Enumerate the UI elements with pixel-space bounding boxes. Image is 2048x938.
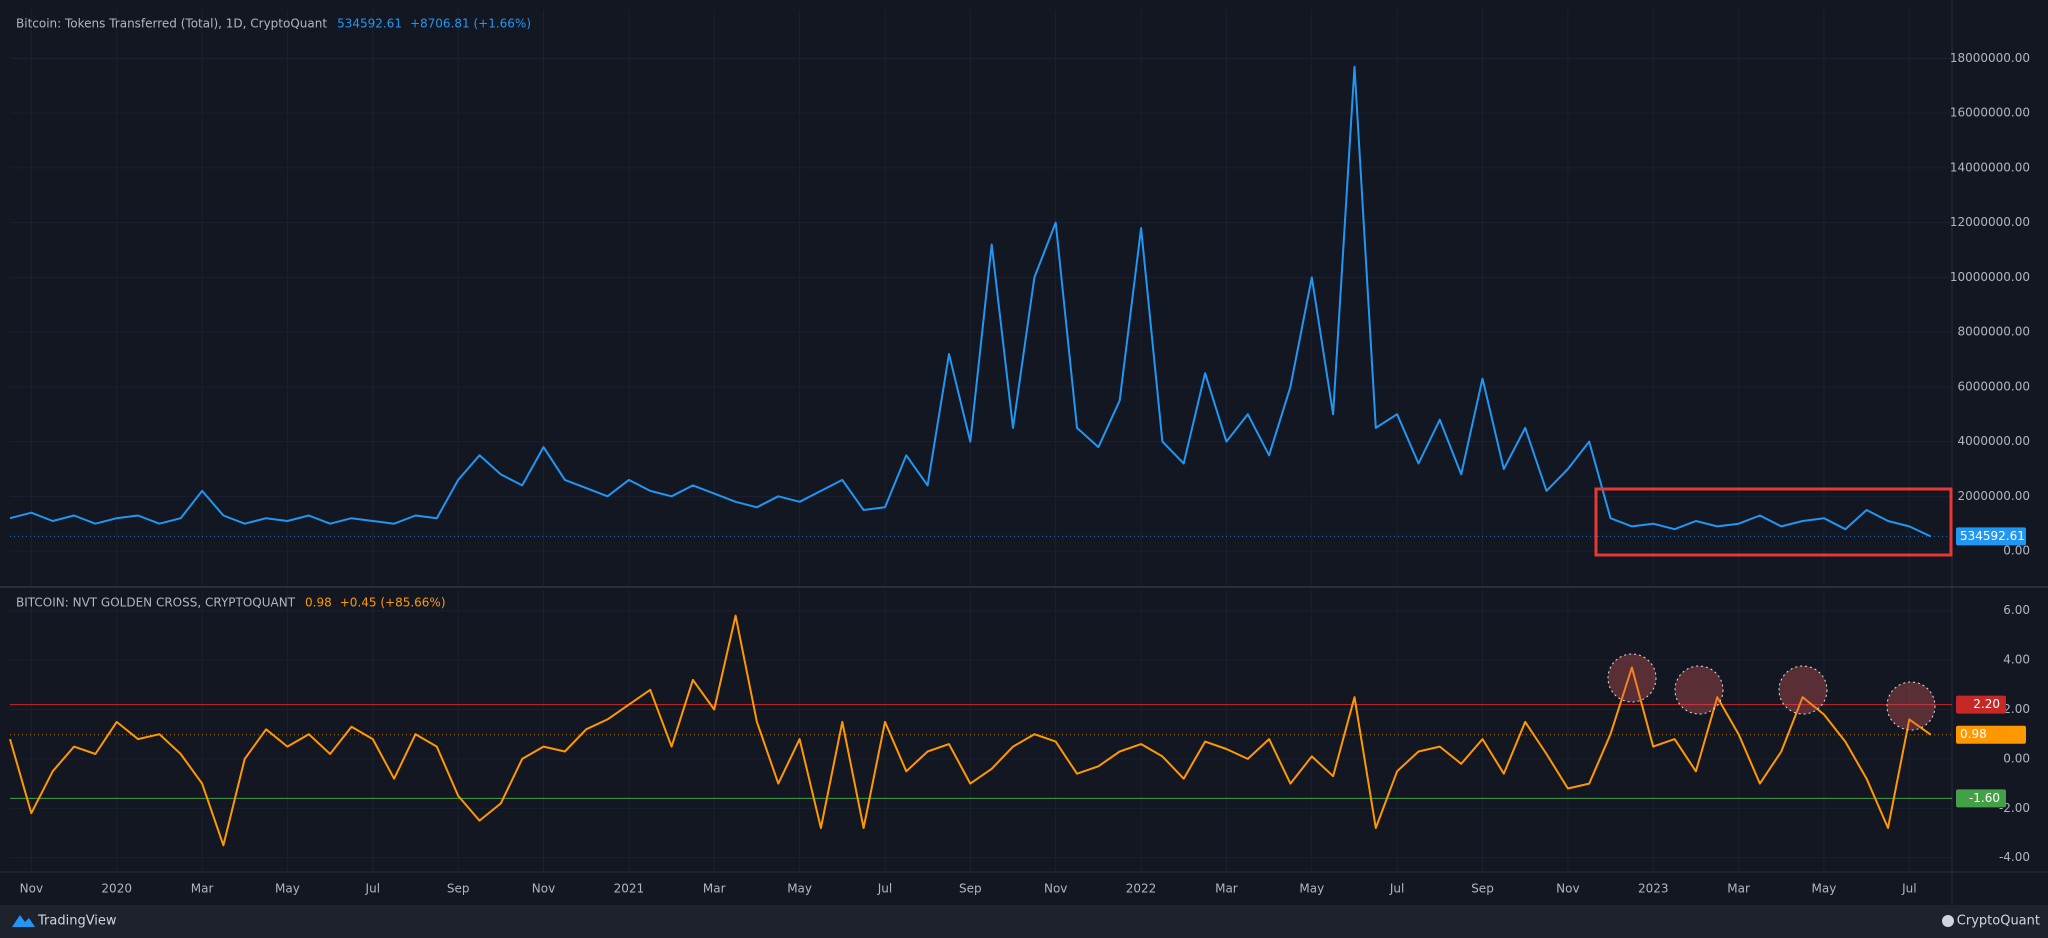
logo-icon: [1942, 915, 1954, 927]
highlight-box: [1594, 487, 1953, 557]
peak-circle: [1607, 653, 1657, 703]
x-tick-label: May: [787, 882, 812, 896]
x-tick-label: Mar: [1727, 882, 1750, 896]
y-tick-label: 6000000.00: [1957, 379, 2030, 393]
peak-circle: [1674, 665, 1724, 715]
x-tick-label: Jul: [365, 882, 380, 896]
header-value: 534592.61: [337, 17, 402, 31]
x-tick-label: Nov: [532, 882, 555, 896]
y-tick-label: 10000000.00: [1950, 270, 2030, 284]
x-tick-label: Sep: [959, 882, 982, 896]
last-value-badge: [1956, 527, 2026, 546]
series-line: [9, 614, 1932, 847]
reference-label: -1.60: [1969, 791, 2000, 805]
x-tick-label: 2022: [1126, 882, 1157, 896]
y-tick-label: 2000000.00: [1957, 489, 2030, 503]
x-tick-label: Mar: [703, 882, 726, 896]
y-tick-label: 2.00: [2003, 702, 2030, 716]
reference-badge: [1956, 695, 2006, 714]
x-tick-label: Nov: [20, 882, 43, 896]
peak-circle: [1778, 665, 1828, 715]
x-tick-label: Mar: [191, 882, 214, 896]
y-tick-label: 6.00: [2003, 603, 2030, 617]
panel-title: BITCOIN: NVT GOLDEN CROSS, CRYPTOQUANT: [16, 596, 296, 610]
y-tick-label: 12000000.00: [1950, 215, 2030, 229]
cryptoquant-logo: CryptoQuant: [1942, 914, 2040, 929]
last-value-label: 0.98: [1960, 727, 1987, 741]
x-tick-label: Mar: [1215, 882, 1238, 896]
y-tick-label: 18000000.00: [1950, 51, 2030, 65]
peak-circle: [1886, 681, 1936, 731]
footer-left: TradingView: [37, 914, 117, 929]
footer-bar: [0, 905, 2048, 938]
y-tick-label: -2.00: [1999, 801, 2030, 815]
last-value-label: 534592.61: [1960, 529, 2025, 543]
header-change: +8706.81 (+1.66%): [410, 17, 531, 31]
y-tick-label: 0.00: [2003, 751, 2030, 765]
logo-icon: [12, 915, 35, 927]
y-tick-label: 16000000.00: [1950, 106, 2030, 120]
x-tick-label: Jul: [877, 882, 892, 896]
header-value: 0.98: [305, 596, 332, 610]
x-tick-label: Sep: [1471, 882, 1494, 896]
x-tick-label: Sep: [447, 882, 470, 896]
header-change: +0.45 (+85.66%): [340, 596, 446, 610]
footer-right: CryptoQuant: [1957, 914, 2040, 929]
last-value-badge: [1956, 725, 2026, 744]
x-tick-label: Jul: [1389, 882, 1404, 896]
x-tick-label: 2023: [1638, 882, 1669, 896]
y-tick-label: 4.00: [2003, 653, 2030, 667]
series-line: [9, 65, 1932, 538]
x-tick-label: May: [1812, 882, 1837, 896]
y-tick-label: 8000000.00: [1957, 325, 2030, 339]
y-tick-label: 0.00: [2003, 544, 2030, 558]
y-tick-label: -4.00: [1999, 850, 2030, 864]
y-tick-label: 14000000.00: [1950, 160, 2030, 174]
x-tick-label: Nov: [1556, 882, 1579, 896]
reference-badge: [1956, 789, 2006, 808]
reference-label: 2.20: [1973, 697, 2000, 711]
x-tick-label: 2020: [101, 882, 132, 896]
x-tick-label: Nov: [1044, 882, 1067, 896]
x-tick-label: 2021: [614, 882, 645, 896]
x-tick-label: May: [275, 882, 300, 896]
panel-title: Bitcoin: Tokens Transferred (Total), 1D,…: [16, 17, 327, 31]
annotations: [1594, 487, 1953, 731]
y-tick-label: 4000000.00: [1957, 434, 2030, 448]
x-tick-label: Jul: [1901, 882, 1916, 896]
x-tick-label: May: [1299, 882, 1324, 896]
tradingview-logo: TradingView: [12, 914, 117, 929]
